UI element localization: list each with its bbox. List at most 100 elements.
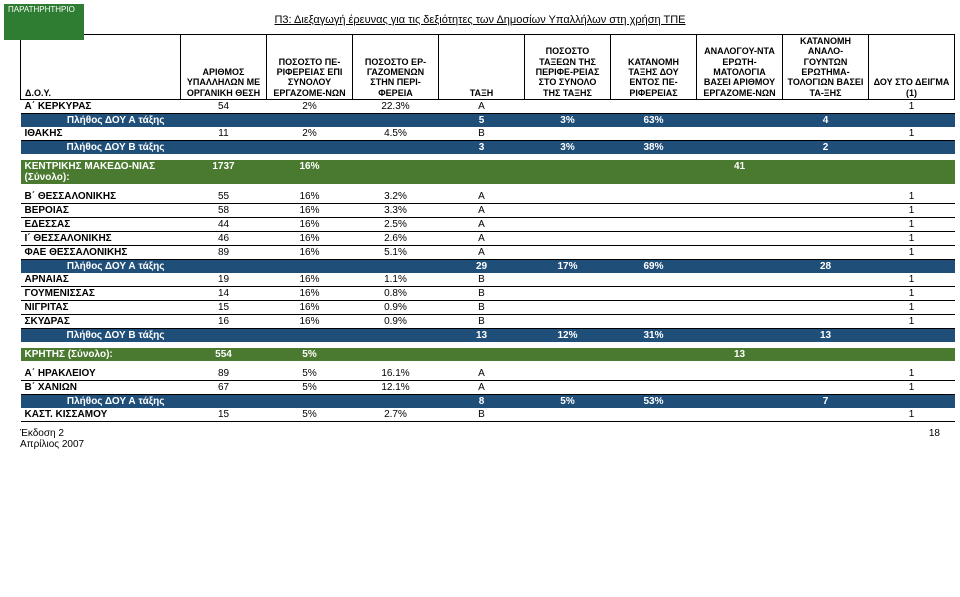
row-value — [697, 408, 783, 422]
row-name: ΑΡΝΑΙΑΣ — [21, 273, 181, 287]
row-value — [783, 190, 869, 204]
row-value: 31% — [611, 329, 697, 343]
table-row: Α΄ ΚΕΡΚΥΡΑΣ542%22.3%Α1 — [21, 100, 955, 114]
region-row: ΚΕΝΤΡΙΚΗΣ ΜΑΚΕΔΟ-ΝΙΑΣ (Σύνολο):173716%41 — [21, 160, 955, 184]
row-value — [353, 260, 439, 274]
row-value: 13 — [697, 348, 783, 361]
col-header: ΠΟΣΟΣΤΟ ΕΡ-ΓΑΖΟΜΕΝΩΝ ΣΤΗΝ ΠΕΡΙ-ΦΕΡΕΙΑ — [353, 35, 439, 100]
row-value: 15 — [181, 408, 267, 422]
row-value — [611, 301, 697, 315]
row-value: 16% — [267, 190, 353, 204]
row-value: Α — [439, 381, 525, 395]
row-value: Α — [439, 190, 525, 204]
row-name: Β΄ ΘΕΣΣΑΛΟΝΙΚΗΣ — [21, 190, 181, 204]
row-value: 2.5% — [353, 218, 439, 232]
row-value — [267, 114, 353, 128]
row-name: ΦΑΕ ΘΕΣΣΑΛΟΝΙΚΗΣ — [21, 246, 181, 260]
row-value — [611, 315, 697, 329]
row-value — [611, 273, 697, 287]
row-value: 8 — [439, 395, 525, 409]
row-name: Α΄ ΚΕΡΚΥΡΑΣ — [21, 100, 181, 114]
row-value — [783, 273, 869, 287]
row-value: 16% — [267, 160, 353, 184]
row-name: ΚΡΗΤΗΣ (Σύνολο): — [21, 348, 181, 361]
summary-row: Πλήθος ΔΟΥ Α τάξης53%63%4 — [21, 114, 955, 128]
row-value: 554 — [181, 348, 267, 361]
row-value — [869, 141, 955, 155]
row-value — [697, 141, 783, 155]
row-value — [353, 348, 439, 361]
row-value: 19 — [181, 273, 267, 287]
row-name: ΣΚΥΔΡΑΣ — [21, 315, 181, 329]
row-value — [181, 260, 267, 274]
row-value: 67 — [181, 381, 267, 395]
row-value — [611, 100, 697, 114]
row-value — [783, 127, 869, 141]
row-value: Α — [439, 246, 525, 260]
row-value: 69% — [611, 260, 697, 274]
row-value — [783, 367, 869, 381]
row-name: Πλήθος ΔΟΥ Β τάξης — [21, 329, 181, 343]
row-value: 29 — [439, 260, 525, 274]
row-value — [525, 301, 611, 315]
table-row: ΚΑΣΤ. ΚΙΣΣΑΜΟΥ155%2.7%Β1 — [21, 408, 955, 422]
row-value — [611, 160, 697, 184]
row-value: 1 — [869, 204, 955, 218]
row-value — [783, 408, 869, 422]
col-header: ΚΑΤΑΝΟΜΗ ΑΝΑΛΟ-ΓΟΥΝΤΩΝ ΕΡΩΤΗΜΑ-ΤΟΛΟΓΙΩΝ … — [783, 35, 869, 100]
row-value: 1737 — [181, 160, 267, 184]
main-table: Δ.Ο.Υ.ΑΡΙΘΜΟΣ ΥΠΑΛΛΗΛΩΝ ΜΕ ΟΡΓΑΝΙΚΗ ΘΕΣΗ… — [20, 34, 955, 422]
row-value — [697, 114, 783, 128]
row-value — [525, 315, 611, 329]
col-header: ΑΝΑΛΟΓΟΥ-ΝΤΑ ΕΡΩΤΗ-ΜΑΤΟΛΟΓΙΑ ΒΑΣΕΙ ΑΡΙΘΜ… — [697, 35, 783, 100]
row-value — [611, 190, 697, 204]
row-value: 1 — [869, 381, 955, 395]
row-value — [439, 160, 525, 184]
row-value: 54 — [181, 100, 267, 114]
row-value — [611, 381, 697, 395]
row-value — [525, 367, 611, 381]
row-value: 1 — [869, 315, 955, 329]
table-row: Α΄ ΗΡΑΚΛΕΙΟΥ895%16.1%Α1 — [21, 367, 955, 381]
row-value: 1 — [869, 367, 955, 381]
row-name: Πλήθος ΔΟΥ Β τάξης — [21, 141, 181, 155]
row-value — [611, 287, 697, 301]
logo: ΠΑΡΑΤΗΡΗΤΗΡΙΟ — [4, 4, 84, 40]
row-value — [783, 232, 869, 246]
row-value: 1 — [869, 301, 955, 315]
row-value: 17% — [525, 260, 611, 274]
row-value — [783, 160, 869, 184]
row-value — [783, 301, 869, 315]
row-value — [783, 287, 869, 301]
summary-row: Πλήθος ΔΟΥ Α τάξης2917%69%28 — [21, 260, 955, 274]
row-value — [525, 218, 611, 232]
row-value — [525, 232, 611, 246]
row-value: 5% — [267, 408, 353, 422]
row-value: 5 — [439, 114, 525, 128]
table-body: Α΄ ΚΕΡΚΥΡΑΣ542%22.3%Α1Πλήθος ΔΟΥ Α τάξης… — [21, 100, 955, 422]
row-value — [869, 114, 955, 128]
row-value: Α — [439, 232, 525, 246]
row-value: 16% — [267, 315, 353, 329]
row-value: 16.1% — [353, 367, 439, 381]
summary-row: Πλήθος ΔΟΥ Β τάξης33%38%2 — [21, 141, 955, 155]
row-value: Β — [439, 408, 525, 422]
footer-date: Απρίλιος 2007 — [20, 439, 84, 450]
row-value: 58 — [181, 204, 267, 218]
row-value: 22.3% — [353, 100, 439, 114]
table-row: ΒΕΡΟΙΑΣ5816%3.3%Α1 — [21, 204, 955, 218]
row-value: 16% — [267, 246, 353, 260]
row-value — [697, 301, 783, 315]
row-value: 2.6% — [353, 232, 439, 246]
row-value — [611, 127, 697, 141]
row-value — [869, 160, 955, 184]
row-value: 16% — [267, 204, 353, 218]
table-row: Ι΄ ΘΕΣΣΑΛΟΝΙΚΗΣ4616%2.6%Α1 — [21, 232, 955, 246]
row-value — [697, 127, 783, 141]
row-value — [783, 204, 869, 218]
row-value — [611, 232, 697, 246]
row-value: 46 — [181, 232, 267, 246]
row-name: Πλήθος ΔΟΥ Α τάξης — [21, 395, 181, 409]
row-value — [353, 395, 439, 409]
row-value: Β — [439, 315, 525, 329]
